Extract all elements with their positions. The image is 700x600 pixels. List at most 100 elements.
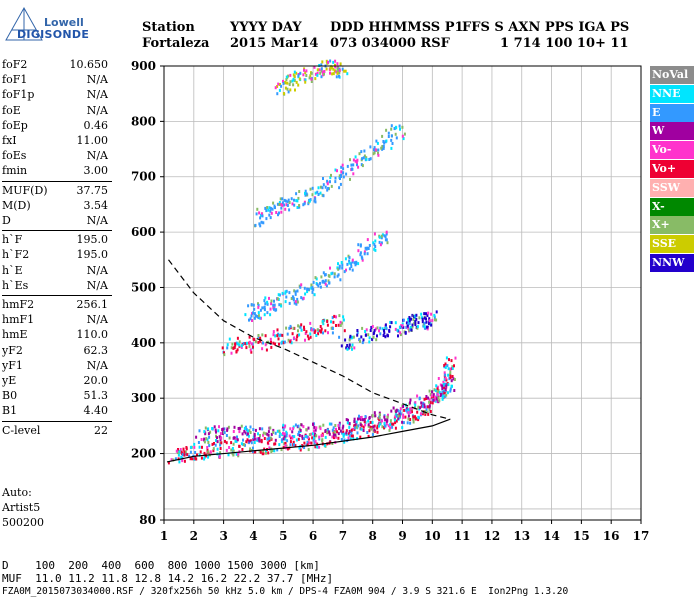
- echo-point: [356, 331, 359, 335]
- echo-point: [261, 306, 264, 310]
- echo-point: [257, 302, 259, 306]
- echo-point: [304, 193, 307, 197]
- echo-point: [359, 418, 362, 422]
- echo-point: [284, 199, 287, 203]
- echo-point: [313, 293, 316, 297]
- echo-point: [406, 421, 409, 425]
- echo-point: [387, 131, 390, 135]
- echo-point: [385, 232, 388, 236]
- logo-icon: [5, 6, 43, 41]
- echo-point: [407, 322, 410, 326]
- echo-point: [235, 439, 238, 443]
- echo-point: [320, 330, 322, 334]
- echo-point: [259, 337, 262, 341]
- echo-point: [426, 327, 429, 331]
- param-value: 0.46: [83, 118, 109, 132]
- echo-point: [313, 65, 316, 69]
- echo-point: [390, 321, 393, 325]
- echo-point: [270, 340, 272, 344]
- echo-point: [321, 434, 324, 437]
- echo-point: [268, 206, 271, 210]
- echo-point: [284, 207, 287, 211]
- echo-point: [268, 213, 271, 217]
- echo-point: [425, 317, 427, 321]
- echo-point: [412, 415, 415, 419]
- echo-point: [294, 423, 297, 427]
- echo-point: [281, 197, 284, 201]
- echo-point: [347, 418, 349, 422]
- echo-point: [311, 436, 314, 440]
- echo-point: [376, 141, 379, 145]
- echo-point: [333, 314, 336, 318]
- echo-point: [409, 317, 412, 321]
- echo-point: [319, 185, 322, 189]
- param-separator: [2, 295, 112, 296]
- echo-point: [266, 311, 269, 315]
- echo-point: [356, 163, 358, 167]
- echo-point: [295, 80, 298, 84]
- echo-point: [336, 71, 339, 75]
- echo-point: [308, 76, 311, 80]
- echo-point: [315, 334, 318, 337]
- echo-point: [272, 303, 275, 307]
- echo-point: [304, 78, 307, 82]
- echo-point: [408, 319, 411, 323]
- echo-point: [322, 271, 325, 275]
- echo-point: [423, 325, 426, 329]
- param-row: h`F 195.0: [2, 233, 108, 249]
- echo-point: [364, 333, 367, 337]
- echo-point: [293, 70, 296, 74]
- echo-point: [262, 449, 265, 453]
- echo-point: [310, 283, 313, 287]
- param-separator: [2, 230, 112, 232]
- echo-point: [323, 72, 325, 76]
- echo-point: [416, 410, 419, 414]
- echo-point: [353, 417, 356, 421]
- echo-point: [399, 409, 402, 413]
- echo-point: [416, 326, 419, 330]
- echo-point: [264, 343, 267, 347]
- echo-point: [389, 325, 392, 329]
- echo-point: [297, 329, 299, 333]
- echo-point: [293, 79, 296, 83]
- echo-point: [314, 445, 317, 449]
- echo-point: [394, 132, 397, 136]
- echo-point: [311, 286, 314, 290]
- echo-point: [309, 321, 312, 325]
- echo-point: [383, 329, 385, 332]
- echo-point: [426, 325, 428, 329]
- echo-point: [311, 432, 314, 436]
- echo-point: [252, 345, 254, 349]
- echo-point: [236, 438, 239, 442]
- param-row: yE 20.0: [2, 374, 108, 390]
- param-row: h`F2 195.0: [2, 248, 108, 264]
- echo-point: [304, 71, 307, 74]
- echo-point: [425, 397, 428, 400]
- echo-point: [328, 430, 331, 434]
- echo-point: [288, 434, 291, 438]
- echo-point: [359, 243, 362, 247]
- y-tick-label: 400: [131, 336, 156, 350]
- echo-point: [299, 71, 302, 75]
- echo-point: [285, 78, 288, 81]
- ionogram-chart: 1 2 3 4 5 6 7 8 9 10 11 12 13 14 15 16 17802003004005006…: [131, 59, 649, 543]
- echo-point: [373, 148, 376, 152]
- echo-point: [206, 448, 209, 452]
- echo-point: [194, 457, 197, 461]
- param-name: B0: [2, 389, 18, 403]
- echo-point: [258, 439, 261, 443]
- echo-point: [374, 327, 377, 331]
- y-tick-label: 600: [131, 225, 156, 239]
- echo-point: [427, 405, 429, 409]
- echo-point: [284, 444, 287, 447]
- echo-point: [307, 337, 310, 341]
- echo-point: [289, 440, 292, 444]
- echo-point: [449, 374, 452, 378]
- echo-point: [290, 341, 293, 345]
- echo-point: [224, 439, 226, 443]
- echo-point: [274, 308, 277, 312]
- echo-point: [434, 389, 437, 393]
- echo-point: [269, 426, 272, 430]
- echo-point: [298, 204, 301, 207]
- echo-point: [374, 245, 377, 248]
